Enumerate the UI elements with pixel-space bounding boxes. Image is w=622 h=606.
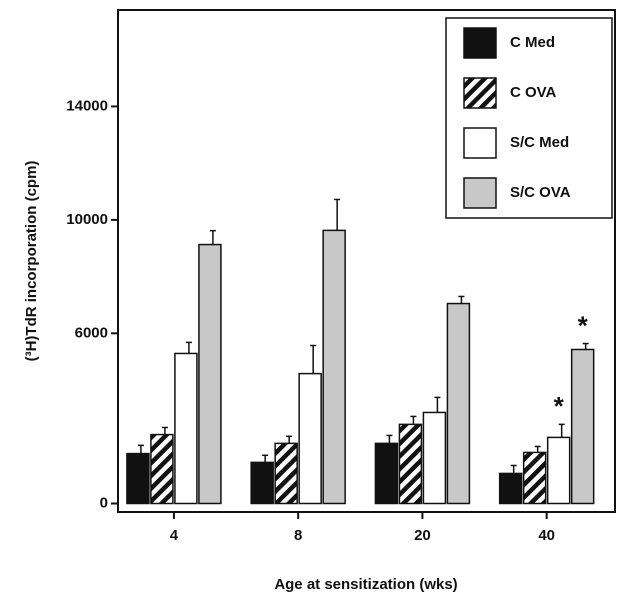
y-tick-label: 14000 <box>66 97 108 114</box>
x-tick-label: 4 <box>170 527 179 544</box>
legend-label: S/C Med <box>510 134 569 151</box>
bar <box>150 433 174 505</box>
bar <box>174 352 198 505</box>
bar <box>374 442 399 505</box>
y-tick-label: 6000 <box>75 324 108 341</box>
legend-swatch <box>463 77 497 109</box>
legend-label: C OVA <box>510 84 557 101</box>
y-axis-label: (³H)TdR incorporation (cpm) <box>23 161 40 362</box>
bar <box>522 451 547 505</box>
legend-label: S/C OVA <box>510 184 571 201</box>
plot-frame <box>117 9 616 513</box>
bar <box>398 423 423 505</box>
x-tick-label: 20 <box>414 527 431 544</box>
y-tick-label: 10000 <box>66 211 108 228</box>
x-axis-label: Age at sensitization (wks) <box>274 576 457 593</box>
legend-swatch <box>463 127 497 159</box>
legend-swatch <box>463 177 497 209</box>
bar <box>422 411 447 505</box>
legend-swatch <box>463 27 497 59</box>
x-tick-label: 40 <box>538 527 555 544</box>
y-tick-label: 0 <box>100 494 108 511</box>
bar <box>198 243 222 505</box>
bar <box>446 302 471 505</box>
bar <box>546 436 571 505</box>
bar <box>498 472 523 505</box>
annotation: * <box>578 310 589 340</box>
bar <box>298 372 322 505</box>
bar <box>570 348 595 505</box>
bar <box>274 442 298 505</box>
bar <box>250 461 274 505</box>
x-tick-label: 8 <box>294 527 302 544</box>
bar <box>322 229 346 505</box>
legend-label: C Med <box>510 34 555 51</box>
bar <box>126 452 150 505</box>
annotation: * <box>554 391 565 421</box>
